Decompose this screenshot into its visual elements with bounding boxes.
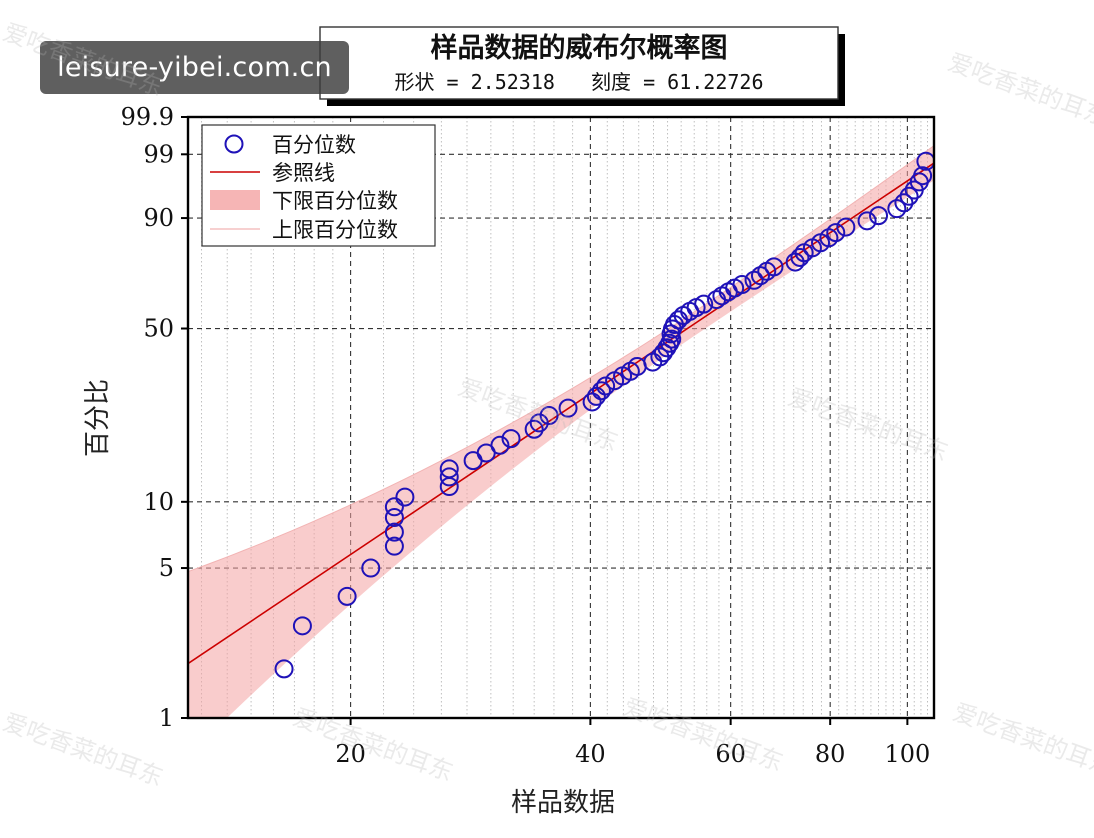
x-axis-label: 样品数据 [511,788,615,818]
y-tick-label: 10 [143,488,174,516]
y-tick-label: 90 [143,204,174,232]
data-point [916,151,934,171]
data-point [361,558,381,578]
data-point [744,270,764,290]
data-point [857,211,877,231]
data-point [490,435,510,455]
legend-label-percentile: 百分位数 [272,133,356,157]
data-point [558,398,578,418]
data-point [790,247,810,267]
data-point [501,429,521,449]
data-point [439,459,459,479]
chart-subtitle: 形状 = 2.52318 刻度 = 61.22726 [395,70,764,94]
data-point [384,536,404,556]
data-point [384,522,404,542]
upper-percentile-line [188,145,934,573]
y-tick-label: 99 [143,140,174,168]
data-point [384,508,404,528]
y-tick-label: 1 [159,704,174,732]
data-point [524,419,544,439]
data-point [529,413,549,433]
legend-label-upper: 上限百分位数 [272,218,398,242]
data-point [337,586,357,606]
data-point [732,275,752,295]
y-axis-label: 百分比 [83,379,113,457]
y-tick-label: 5 [159,554,174,582]
y-axis-ticks: 1 5 10 50 90 99 99.9 [121,103,188,732]
data-point [836,217,856,237]
legend-label-lower: 下限百分位数 [272,189,398,213]
title-box [319,26,839,100]
data-point [539,406,559,426]
data-point [274,659,294,679]
site-badge: leisure-yibei.com.cn [40,41,349,94]
percentile-points [274,151,934,679]
data-point [653,343,673,363]
legend-marker-symbol [224,134,244,154]
data-point [894,193,914,213]
legend-label-reference: 参照线 [272,161,335,185]
data-point [913,166,933,186]
x-tick-label: 60 [715,740,746,768]
data-point [292,616,312,636]
data-point [384,497,404,517]
data-point [439,467,459,487]
data-point [395,487,415,507]
x-tick-label: 80 [815,740,846,768]
data-point [869,206,889,226]
data-point [596,376,616,396]
x-tick-label: 40 [575,740,606,768]
plot-frame [186,115,936,720]
y-tick-label: 50 [143,315,174,343]
data-point [694,294,714,314]
x-tick-label: 100 [884,740,930,768]
x-tick-label: 20 [335,740,366,768]
legend-band-symbol [210,190,260,210]
legend-box [201,124,436,247]
data-point [582,392,602,412]
y-tick-label: 99.9 [121,103,174,131]
x-axis-ticks: 20 40 60 80 100 [335,718,930,768]
chart-title: 样品数据的威布尔概率图 [431,32,728,64]
data-point [591,381,611,401]
data-point [764,257,784,277]
data-point [826,223,846,243]
legend: 百分位数 参照线 下限百分位数 上限百分位数 [201,124,436,247]
data-point [899,186,919,206]
